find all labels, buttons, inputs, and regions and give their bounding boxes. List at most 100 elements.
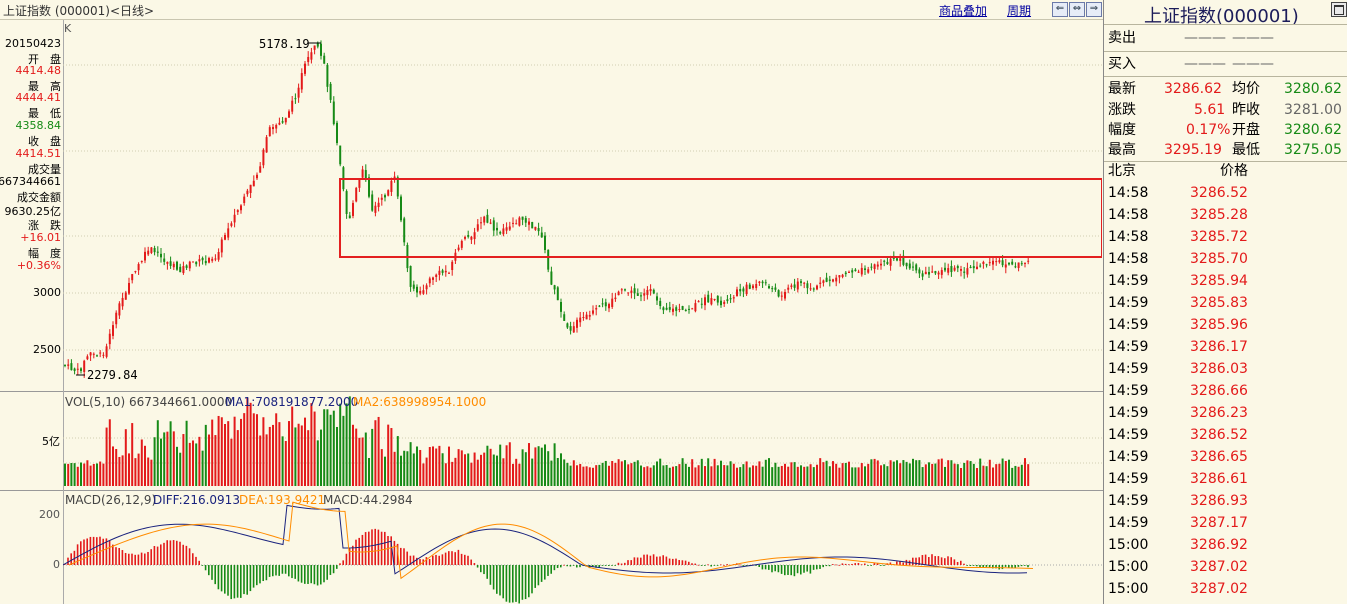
tick-price: 3285.94 (1190, 273, 1248, 289)
macd-bar (864, 563, 866, 565)
volume-bar (524, 452, 527, 486)
macd-bar (390, 536, 392, 565)
macd-bar (457, 549, 460, 565)
candle-body (940, 270, 943, 275)
candle-body (998, 260, 1001, 263)
macd-bar (1014, 565, 1016, 568)
candle-body (256, 174, 258, 179)
macd-bar (678, 560, 680, 565)
macd-bar (524, 565, 527, 600)
volume-bar (220, 417, 223, 486)
volume-bar (828, 466, 831, 486)
tick-price: 3287.02 (1190, 581, 1248, 597)
candle-body (70, 363, 73, 371)
candle-body (784, 291, 786, 299)
macd-panel-divider (0, 490, 1103, 491)
volume-bar (883, 464, 886, 486)
volume-bar (444, 463, 447, 486)
volume-bar (604, 460, 607, 486)
macd-bar (278, 565, 280, 576)
macd-bar (112, 544, 114, 565)
tick-price: 3285.83 (1190, 295, 1248, 311)
candle-body (553, 285, 556, 290)
macd-bar (659, 556, 661, 565)
volume-bar (288, 421, 290, 486)
candle-body (224, 234, 226, 240)
macd-bar (265, 565, 268, 581)
zoom-fit-button[interactable]: ⇔ (1069, 2, 1085, 17)
macd-bar (726, 564, 728, 565)
macd-bar (336, 565, 338, 569)
volume-bar (624, 460, 626, 486)
candle-body (1027, 260, 1030, 262)
scroll-left-button[interactable]: ⇐ (1052, 2, 1068, 17)
candle-body (579, 317, 582, 323)
candle-body (944, 267, 946, 271)
candle-body (374, 205, 377, 213)
candle-body (284, 117, 287, 123)
sell-price: ——— (1184, 30, 1226, 46)
candle-body (320, 43, 322, 56)
tick-time: 14:59 (1108, 493, 1149, 509)
volume-bar (950, 460, 953, 486)
macd-bar (460, 553, 463, 565)
volume-bar (793, 462, 796, 486)
candle-body (748, 284, 751, 289)
period-link[interactable]: 周期 (1007, 4, 1032, 18)
volume-bar (956, 464, 959, 486)
macd-bar (361, 534, 364, 565)
candle-body (339, 145, 342, 165)
candle-body (137, 264, 140, 271)
low-label: 最 低 (28, 107, 61, 120)
candle-body (576, 319, 578, 328)
volume-bar (307, 430, 310, 486)
macd-bar (627, 560, 629, 565)
volume-bar (873, 458, 876, 486)
candle-body (880, 263, 882, 266)
candle-body (195, 261, 198, 265)
candle-body (499, 232, 502, 234)
restore-icon[interactable] (1331, 2, 1347, 17)
macd-bar (320, 565, 322, 585)
overlay-commodity-link[interactable]: 商品叠加 (939, 4, 988, 18)
prev-close-label: 昨收 (1232, 102, 1260, 118)
macd-bar (777, 565, 780, 573)
volume-bar (70, 463, 73, 486)
candle-body (556, 287, 559, 301)
candle-body (694, 303, 697, 312)
candle-body (912, 266, 914, 268)
volume-bar (124, 429, 127, 486)
macd-bar (172, 540, 175, 565)
candle-body (537, 228, 540, 232)
tick-price: 3285.70 (1190, 251, 1248, 267)
candle-body (848, 271, 850, 273)
scroll-right-button[interactable]: ⇒ (1086, 2, 1102, 17)
volume-bar (310, 403, 313, 486)
candle-body (787, 287, 790, 290)
macd-bar (902, 562, 904, 565)
volume-bar (665, 464, 668, 486)
macd-bar (572, 565, 575, 566)
macd-bar (291, 565, 293, 579)
volume-bar (732, 463, 735, 486)
macd-bar (662, 555, 664, 565)
candle-body (988, 262, 991, 264)
macd-bar (713, 565, 716, 566)
volume-bar (694, 467, 697, 486)
sell-label: 卖出 (1108, 30, 1136, 46)
candle-body (844, 272, 847, 275)
candle-body (934, 271, 937, 274)
macd-bar (326, 565, 328, 580)
tick-price: 3286.03 (1190, 361, 1248, 377)
macd-bar (262, 565, 264, 582)
candle-body (377, 202, 380, 208)
macd-bar (518, 565, 520, 604)
kline-chart-area[interactable]: 5178.19 2279.84 VOL(5,10) 667344661.0000… (63, 20, 1102, 604)
macd-bar (288, 565, 290, 577)
macd-bar (876, 562, 879, 565)
volume-panel-divider (0, 391, 1103, 392)
volume-bar (681, 458, 684, 486)
candle-body (768, 286, 770, 289)
volume-bar (617, 459, 620, 486)
volume-bar (531, 458, 534, 486)
